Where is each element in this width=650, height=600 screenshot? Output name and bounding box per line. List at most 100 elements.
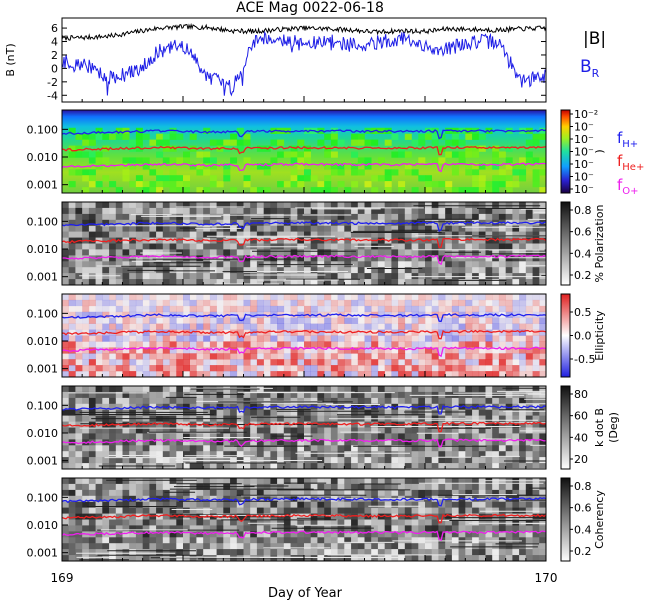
- spectrogram-cell: [95, 445, 103, 452]
- spectrogram-cell: [330, 365, 338, 372]
- spectrogram-cell: [304, 317, 311, 324]
- spectrogram-cell: [304, 207, 311, 215]
- spectrogram-cell: [404, 463, 412, 470]
- spectrogram-cell: [384, 507, 392, 514]
- spectrogram-cell: [438, 213, 446, 221]
- spectrogram-cell: [169, 537, 177, 544]
- spectrogram-cell: [357, 273, 365, 280]
- spectrogram-cell: [478, 359, 486, 366]
- spectrogram-cell: [109, 317, 117, 324]
- spectrogram-cell: [532, 483, 540, 491]
- spectrogram-cell: [156, 391, 164, 399]
- spectrogram-cell: [203, 489, 211, 497]
- spectrogram-cell: [398, 335, 406, 342]
- spectrogram-cell: [458, 279, 466, 286]
- spectrogram-cell: [418, 365, 426, 372]
- spectrogram-cell: [122, 267, 130, 274]
- spectrogram-cell: [183, 478, 190, 485]
- spectrogram-cell: [492, 151, 500, 158]
- spectrogram-cell: [512, 347, 520, 354]
- spectrogram-cell: [75, 335, 83, 342]
- spectrogram-cell: [411, 555, 419, 562]
- spectrogram-cell: [75, 231, 83, 238]
- spectrogram-cell: [391, 353, 399, 360]
- spectrogram-cell: [324, 421, 332, 428]
- spectrogram-cell: [478, 279, 486, 286]
- spectrogram-cell: [176, 225, 184, 232]
- spectrogram-cell: [317, 323, 325, 330]
- spectrogram-cell: [223, 299, 231, 307]
- spectrogram-cell: [95, 549, 103, 556]
- spectrogram-cell: [304, 341, 311, 348]
- spectrogram-cell: [62, 555, 69, 562]
- spectrogram-cell: [88, 507, 96, 514]
- spectrogram-cell: [458, 433, 466, 440]
- spectrogram-cell: [142, 279, 150, 286]
- spectrogram-cell: [478, 501, 486, 508]
- spectrogram-cell: [203, 243, 211, 250]
- spectrogram-cell: [371, 273, 379, 280]
- spectrogram-cell: [216, 391, 224, 399]
- spectrogram-cell: [196, 549, 204, 556]
- spectrogram-cell: [351, 139, 359, 146]
- spectrogram-cell: [88, 501, 96, 508]
- spectrogram-cell: [216, 311, 224, 318]
- spectrogram-cell: [458, 439, 466, 446]
- spectrogram-cell: [183, 427, 190, 434]
- spectrogram-cell: [324, 397, 332, 405]
- spectrogram-cell: [371, 255, 379, 262]
- spectrogram-cell: [411, 439, 419, 446]
- spectrogram-cell: [183, 323, 190, 330]
- spectrogram-cell: [411, 317, 419, 324]
- spectrogram-cell: [169, 501, 177, 508]
- spectrogram-cell: [364, 255, 372, 262]
- spectrogram-cell: [277, 249, 285, 256]
- spectrogram-cell: [135, 202, 143, 209]
- spectrogram-cell: [216, 347, 224, 354]
- spectrogram-cell: [485, 445, 493, 452]
- spectrogram-cell: [364, 391, 372, 399]
- spectrogram-cell: [75, 219, 83, 226]
- spectrogram-cell: [324, 386, 332, 393]
- spectrogram-cell: [176, 181, 184, 188]
- spectrogram-cell: [250, 323, 258, 330]
- spectrogram-cell: [169, 202, 177, 209]
- spectrogram-cell: [263, 391, 271, 399]
- spectrogram-cell: [290, 207, 298, 215]
- spectrogram-cell: [149, 329, 157, 336]
- spectrogram-cell: [398, 483, 406, 491]
- spectrogram-cell: [68, 202, 76, 209]
- spectrogram-cell: [310, 219, 318, 226]
- spectrogram-cell: [445, 267, 453, 274]
- spectrogram-cell: [532, 175, 540, 182]
- spectrogram-cell: [75, 202, 83, 209]
- spectrogram-cell: [519, 175, 527, 182]
- spectrogram-cell: [304, 519, 311, 526]
- spectrogram-cell: [190, 294, 197, 300]
- spectrogram-cell: [404, 267, 412, 274]
- spectrogram-cell: [445, 279, 453, 286]
- spectrogram-cell: [525, 359, 533, 366]
- spectrogram-cell: [283, 299, 291, 307]
- bfield-y-axis-label: B (nT): [4, 43, 17, 76]
- spectrogram-cell: [189, 225, 197, 232]
- spectrogram-cell: [377, 433, 385, 440]
- spectrogram-cell: [472, 489, 480, 497]
- spectrogram-cell: [377, 391, 385, 399]
- f-he-line: [61, 513, 547, 524]
- spectrogram-cell: [270, 365, 278, 372]
- spectrogram-cell: [364, 421, 372, 428]
- spectrogram-cell: [351, 501, 359, 508]
- spectrogram-cell: [425, 555, 432, 562]
- spectrogram-cell: [364, 213, 372, 221]
- spectrogram-cell: [89, 306, 96, 312]
- spectrogram-cell: [243, 525, 251, 532]
- spectrogram-cell: [478, 323, 486, 330]
- spectrogram-cell: [330, 299, 338, 307]
- legend-fo-sub: O+: [622, 186, 638, 197]
- spectrogram-cell: [88, 463, 96, 470]
- spectrogram-cell: [135, 537, 143, 544]
- spectrogram-cell: [344, 537, 352, 544]
- spectrogram-cell: [371, 543, 379, 550]
